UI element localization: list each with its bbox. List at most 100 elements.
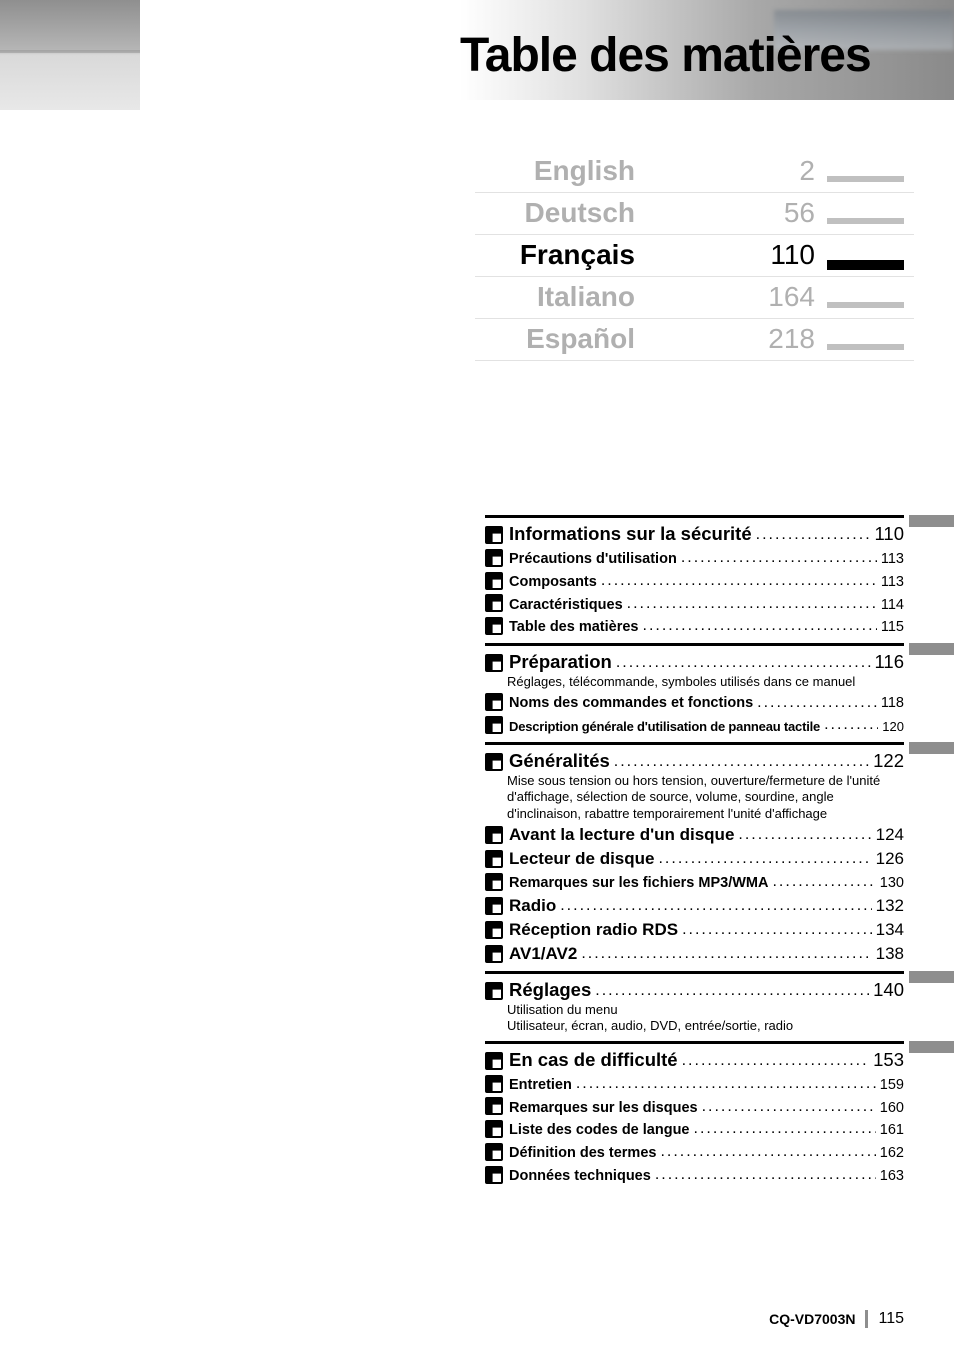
language-row: English2 bbox=[475, 150, 904, 192]
toc-description: Mise sous tension ou hors tension, ouver… bbox=[507, 773, 904, 822]
checkbox-icon bbox=[485, 1120, 503, 1138]
toc-entry: Description générale d'utilisation de pa… bbox=[485, 715, 904, 736]
language-page: 218 bbox=[635, 323, 815, 355]
toc-page: 116 bbox=[875, 650, 905, 674]
language-row: Français110 bbox=[475, 234, 904, 276]
section-rule bbox=[485, 643, 904, 646]
toc-entry: Réglages140 bbox=[485, 978, 904, 1002]
toc-label: Réception radio RDS bbox=[509, 919, 678, 941]
checkbox-icon bbox=[485, 617, 503, 635]
toc-page: 120 bbox=[882, 719, 904, 736]
language-tab-bar bbox=[827, 344, 904, 350]
toc-entry: Remarques sur les fichiers MP3/WMA130 bbox=[485, 872, 904, 893]
leader-dots bbox=[738, 825, 871, 846]
checkbox-icon bbox=[485, 873, 503, 891]
toc-label: Description générale d'utilisation de pa… bbox=[509, 719, 820, 736]
toc-page: 134 bbox=[876, 919, 904, 941]
checkbox-icon bbox=[485, 921, 503, 939]
language-name: Français bbox=[475, 239, 635, 271]
toc-entry: Liste des codes de langue 161 bbox=[485, 1119, 904, 1140]
toc-page: 160 bbox=[880, 1099, 904, 1118]
checkbox-icon bbox=[485, 716, 503, 734]
toc-section: En cas de difficulté153Entretien159Remar… bbox=[485, 1041, 904, 1186]
language-row: Italiano164 bbox=[475, 276, 904, 318]
language-page: 2 bbox=[635, 155, 815, 187]
toc-entry: Composants 113 bbox=[485, 571, 904, 592]
leader-dots bbox=[581, 944, 871, 965]
checkbox-icon bbox=[485, 693, 503, 711]
leader-dots bbox=[756, 525, 871, 546]
toc-page: 114 bbox=[881, 596, 904, 615]
toc-page: 159 bbox=[880, 1076, 904, 1095]
corner-photo bbox=[0, 0, 140, 110]
toc-entry: AV1/AV2138 bbox=[485, 943, 904, 965]
toc-entry: Préparation 116 bbox=[485, 650, 904, 674]
toc-label: Avant la lecture d'un disque bbox=[509, 824, 734, 846]
leader-dots bbox=[682, 920, 872, 941]
toc-entry: Noms des commandes et fonctions 118 bbox=[485, 693, 904, 714]
toc-label: Noms des commandes et fonctions bbox=[509, 694, 753, 713]
checkbox-icon bbox=[485, 945, 503, 963]
leader-dots bbox=[682, 1051, 870, 1072]
toc-entry: Entretien 159 bbox=[485, 1074, 904, 1095]
language-row: Español218 bbox=[475, 318, 904, 360]
leader-dots bbox=[576, 1074, 876, 1095]
footer: CQ-VD7003N 115 bbox=[769, 1310, 904, 1328]
toc-entry: Réception radio RDS 134 bbox=[485, 919, 904, 941]
checkbox-icon bbox=[485, 826, 503, 844]
section-rule bbox=[485, 515, 904, 518]
leader-dots bbox=[616, 653, 871, 674]
toc-section: Préparation116Réglages, télécommande, sy… bbox=[485, 643, 904, 736]
checkbox-icon bbox=[485, 982, 503, 1000]
section-rule bbox=[485, 742, 904, 745]
leader-dots bbox=[824, 715, 878, 736]
language-name: English bbox=[475, 155, 635, 187]
toc-label: Généralités bbox=[509, 749, 610, 773]
toc-label: Informations sur la sécurité bbox=[509, 522, 752, 546]
toc-page: 122 bbox=[873, 749, 904, 773]
language-name: Italiano bbox=[475, 281, 635, 313]
toc-entry: Table des matières115 bbox=[485, 616, 904, 637]
toc-page: 124 bbox=[876, 824, 904, 846]
language-tab-bar bbox=[827, 218, 904, 224]
table-of-contents: Informations sur la sécurité110Précautio… bbox=[485, 515, 904, 1192]
checkbox-icon bbox=[485, 549, 503, 567]
checkbox-icon bbox=[485, 1143, 503, 1161]
toc-label: Remarques sur les disques bbox=[509, 1099, 698, 1118]
toc-page: 132 bbox=[876, 895, 904, 917]
language-name: Deutsch bbox=[475, 197, 635, 229]
toc-page: 140 bbox=[873, 978, 904, 1002]
toc-page: 163 bbox=[880, 1167, 904, 1186]
checkbox-icon bbox=[485, 572, 503, 590]
checkbox-icon bbox=[485, 1075, 503, 1093]
checkbox-icon bbox=[485, 526, 503, 544]
checkbox-icon bbox=[485, 1097, 503, 1115]
toc-page: 153 bbox=[873, 1048, 904, 1072]
toc-label: Préparation bbox=[509, 650, 612, 674]
leader-dots bbox=[660, 1142, 875, 1163]
toc-page: 161 bbox=[880, 1121, 904, 1140]
checkbox-icon bbox=[485, 1052, 503, 1070]
toc-label: Caractéristiques bbox=[509, 596, 623, 615]
toc-page: 126 bbox=[876, 848, 904, 870]
toc-label: Composants bbox=[509, 573, 597, 592]
toc-label: Lecteur de disque bbox=[509, 848, 654, 870]
toc-label: AV1/AV2 bbox=[509, 943, 577, 965]
page-title: Table des matières bbox=[460, 28, 871, 83]
leader-dots bbox=[614, 752, 869, 773]
leader-dots bbox=[627, 594, 877, 615]
toc-label: Liste des codes de langue bbox=[509, 1121, 690, 1140]
toc-label: Données techniques bbox=[509, 1167, 651, 1186]
toc-entry: Radio132 bbox=[485, 895, 904, 917]
leader-dots bbox=[757, 693, 877, 714]
language-tab-bar bbox=[827, 176, 904, 182]
toc-page: 110 bbox=[875, 522, 905, 546]
toc-label: Entretien bbox=[509, 1076, 572, 1095]
toc-page: 162 bbox=[880, 1144, 904, 1163]
checkbox-icon bbox=[485, 654, 503, 672]
checkbox-icon bbox=[485, 850, 503, 868]
leader-dots bbox=[681, 548, 877, 569]
toc-page: 113 bbox=[881, 573, 904, 592]
checkbox-icon bbox=[485, 753, 503, 771]
toc-page: 118 bbox=[881, 694, 904, 713]
